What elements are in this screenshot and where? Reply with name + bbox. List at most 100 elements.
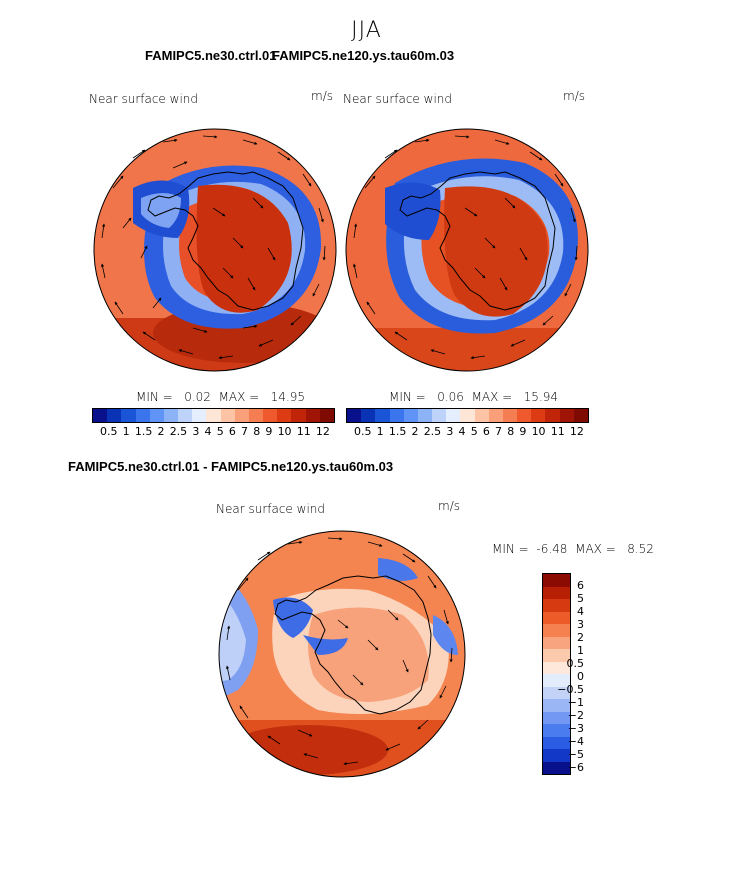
colorbar-swatch [543, 574, 570, 587]
colorbar-swatch [121, 409, 136, 422]
colorbar-tick-label: 1.5 [388, 425, 407, 438]
colorbar-tick-label: 2 [577, 631, 584, 644]
map-panel2 [345, 128, 589, 372]
colorbar-tick-label: 6 [577, 579, 584, 592]
wind-field-panel2 [346, 129, 588, 371]
panel2-variable-label: Near surface wind [343, 92, 452, 106]
colorbar-swatch [543, 611, 570, 624]
panel1-min-value: 0.02 [184, 390, 211, 404]
wind-vectors-panel2 [352, 135, 578, 360]
colorbar-swatch [502, 409, 518, 422]
colorbar-tick-label: 2.5 [423, 425, 442, 438]
wind-vectors-diff [225, 537, 453, 766]
colorbar-swatch [543, 736, 570, 749]
colorbar-swatch [375, 409, 390, 422]
colorbar-tick-label: 6 [482, 425, 490, 438]
colorbar-swatch [432, 409, 447, 422]
colorbar-swatch [149, 409, 164, 422]
colorbar-panel1 [92, 408, 335, 423]
diff-minmax: MIN = -6.48 MAX = 8.52 [492, 542, 654, 556]
colorbar-swatch [543, 674, 570, 687]
coastline-panel1 [147, 171, 304, 311]
colorbar-tick-label: 0.5 [100, 425, 118, 438]
colorbar-tick-label: 0.5 [354, 425, 372, 438]
colorbar-swatch [347, 409, 362, 422]
season-title: JJA [351, 18, 382, 43]
colorbar-tick-label: 2 [157, 425, 165, 438]
map-border-diff [218, 530, 466, 778]
colorbar-tick-label: −2 [567, 709, 584, 722]
colorbar-swatch [163, 409, 179, 422]
colorbar-tick-label: 7 [495, 425, 503, 438]
colorbar-tick-label: 1 [577, 644, 584, 657]
colorbar-panel2 [346, 408, 589, 423]
colorbar-tick-label: 11 [550, 425, 565, 438]
map-border-panel2 [345, 128, 589, 372]
colorbar-tick-label: 0.5 [566, 657, 585, 670]
colorbar-tick-label: 9 [265, 425, 273, 438]
colorbar-tick-label: 10 [531, 425, 546, 438]
diff-max-label: MAX = [575, 542, 616, 556]
coastline-diff [274, 575, 432, 715]
colorbar-swatch [543, 761, 570, 774]
colorbar-diff-ticks: 6 5 4 3 2 1 0.5 0 −0.5 −1 −2 −3 −4 −5 −6 [544, 579, 585, 774]
colorbar-swatch [559, 409, 574, 422]
panel2-max-value: 15.94 [523, 390, 559, 404]
panel1-max-value: 14.95 [270, 390, 306, 404]
colorbar-panel1-ticks: 0.5 1 1.5 2 2.5 3 4 5 6 7 8 9 10 11 12 [100, 425, 330, 438]
colorbar-swatch [543, 649, 570, 662]
colorbar-swatch [107, 409, 122, 422]
colorbar-swatch [220, 409, 235, 422]
colorbar-tick-label: 10 [277, 425, 292, 438]
colorbar-tick-label: 7 [241, 425, 249, 438]
colorbar-tick-label: 0 [577, 670, 584, 683]
diff-min-label: MIN = [492, 542, 529, 556]
colorbar-swatch [135, 409, 150, 422]
colorbar-swatch [446, 409, 461, 422]
colorbar-swatch [319, 409, 334, 422]
colorbar-swatch [474, 409, 489, 422]
colorbar-swatch [543, 711, 570, 724]
colorbar-swatch [263, 409, 278, 422]
coastline-panel2 [399, 171, 556, 311]
colorbar-swatch [517, 409, 532, 422]
map-border-panel1 [93, 128, 337, 372]
colorbar-tick-label: −6 [567, 761, 584, 774]
colorbar-swatch [206, 409, 221, 422]
wind-field-panel1 [94, 129, 336, 371]
colorbar-swatch [234, 409, 249, 422]
panel1-variable-label: Near surface wind [89, 92, 198, 106]
colorbar-tick-label: 11 [296, 425, 311, 438]
colorbar-tick-label: 1.5 [134, 425, 153, 438]
colorbar-tick-label: 4 [577, 605, 584, 618]
colorbar-tick-label: 4 [204, 425, 212, 438]
colorbar-tick-label: −5 [567, 748, 584, 761]
colorbar-tick-label: 5 [577, 592, 584, 605]
colorbar-swatch [543, 749, 570, 762]
colorbar-swatch [361, 409, 376, 422]
colorbar-tick-label: 2 [411, 425, 419, 438]
panel2-minmax: MIN = 0.06 MAX = 15.94 [389, 390, 558, 404]
colorbar-tick-label: 1 [122, 425, 130, 438]
panel1-units-label: m/s [311, 89, 333, 103]
colorbar-tick-label: −1 [567, 696, 584, 709]
diff-max-value: 8.52 [627, 542, 654, 556]
map-panel1 [93, 128, 337, 372]
colorbar-tick-label: 3 [446, 425, 454, 438]
colorbar-tick-label: −4 [567, 735, 584, 748]
colorbar-swatch [93, 409, 108, 422]
colorbar-tick-label: 1 [376, 425, 384, 438]
diff-title: FAMIPC5.ne30.ctrl.01 - FAMIPC5.ne120.ys.… [68, 459, 394, 474]
colorbar-swatch [543, 699, 570, 712]
colorbar-diff [542, 573, 571, 775]
panel2-min-value: 0.06 [437, 390, 464, 404]
map-diff [218, 530, 466, 778]
colorbar-swatch [543, 636, 570, 649]
colorbar-swatch [543, 586, 570, 599]
panel2-max-label: MAX = [471, 390, 513, 404]
colorbar-swatch [543, 624, 570, 637]
colorbar-swatch [543, 599, 570, 612]
colorbar-tick-label: 5 [470, 425, 478, 438]
diff-variable-label: Near surface wind [216, 502, 325, 516]
panel1-minmax: MIN = 0.02 MAX = 14.95 [136, 390, 305, 404]
